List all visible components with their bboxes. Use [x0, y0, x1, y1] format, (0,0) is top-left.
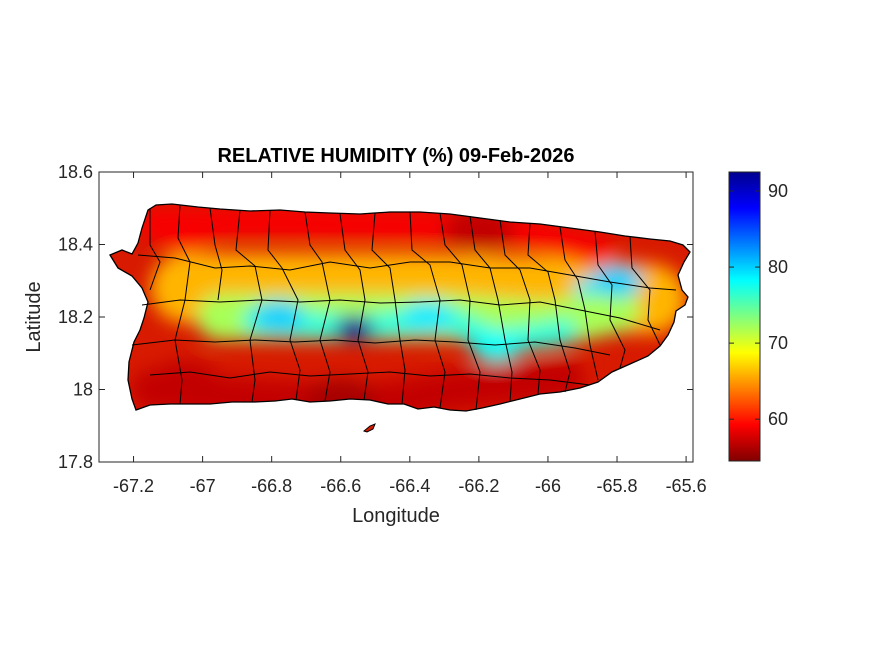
municipal-border	[527, 222, 571, 393]
colorbar-gradient	[728, 171, 761, 462]
municipal-border	[141, 299, 661, 331]
x-tick-label: -66.6	[320, 476, 361, 496]
humidity-band	[135, 207, 615, 267]
x-tick-label: -67	[190, 476, 216, 496]
municipal-border	[594, 230, 626, 369]
municipal-border	[371, 212, 406, 405]
humidity-heatmap	[110, 204, 690, 411]
municipal-border	[137, 254, 677, 291]
humidity-cell-moist-band-west	[253, 301, 305, 333]
humidity-cell-moist-band-east-central	[470, 330, 522, 362]
y-axis-label: Latitude	[23, 281, 45, 352]
island-coastline	[109, 203, 691, 412]
humidity-cell-dry-southwest	[150, 360, 221, 405]
x-tick-label: -66.8	[251, 476, 292, 496]
municipal-border	[469, 215, 513, 403]
colorbar-tick-label: 70	[768, 333, 788, 353]
colorbar: 60 70 80 90	[728, 171, 788, 462]
x-axis-label: Longitude	[352, 505, 440, 527]
y-tick-label: 18.2	[58, 307, 93, 327]
x-tick-label: -65.6	[666, 476, 707, 496]
y-tick-label: 18.4	[58, 235, 93, 255]
x-tick-label: -66.2	[458, 476, 499, 496]
municipal-border	[149, 371, 591, 386]
map-layer	[109, 203, 691, 433]
municipal-border	[439, 212, 481, 411]
x-axis: -67.2 -67 -66.8 -66.6 -66.4 -66.2 -66 -65.8 -65.…	[113, 172, 707, 496]
colorbar-ticks: 60 70 80 90	[729, 181, 788, 429]
humidity-cell-moist-peak-east	[591, 264, 643, 297]
y-tick-label: 18.6	[58, 162, 93, 182]
x-tick-label: -66	[535, 476, 561, 496]
caja-de-muertos-islet	[362, 423, 376, 433]
municipal-border	[629, 235, 661, 346]
municipal-border	[209, 207, 223, 301]
municipal-border	[149, 208, 161, 291]
humidity-cell-moist-band-central	[401, 301, 453, 333]
y-tick-label: 18	[73, 380, 93, 400]
y-tick-label: 17.8	[58, 452, 93, 472]
y-axis: 17.8 18 18.2 18.4 18.6	[58, 162, 693, 472]
municipal-borders	[131, 204, 677, 411]
colorbar-tick-label: 80	[768, 257, 788, 277]
chart-title: RELATIVE HUMIDITY (%) 09-Feb-2026	[217, 145, 574, 167]
x-tick-label: -66.4	[389, 476, 430, 496]
municipal-border	[409, 211, 446, 409]
x-tick-label: -65.8	[597, 476, 638, 496]
municipal-border	[267, 209, 301, 401]
humidity-cell-dry-northwest	[150, 208, 221, 252]
colorbar-tick-label: 60	[768, 409, 788, 429]
humidity-cell-moist-core-central-south	[335, 315, 374, 340]
colorbar-tick-label: 90	[768, 181, 788, 201]
municipal-border	[131, 339, 611, 356]
municipal-border	[499, 219, 541, 395]
x-tick-label: -67.2	[113, 476, 154, 496]
municipal-border	[339, 213, 369, 401]
